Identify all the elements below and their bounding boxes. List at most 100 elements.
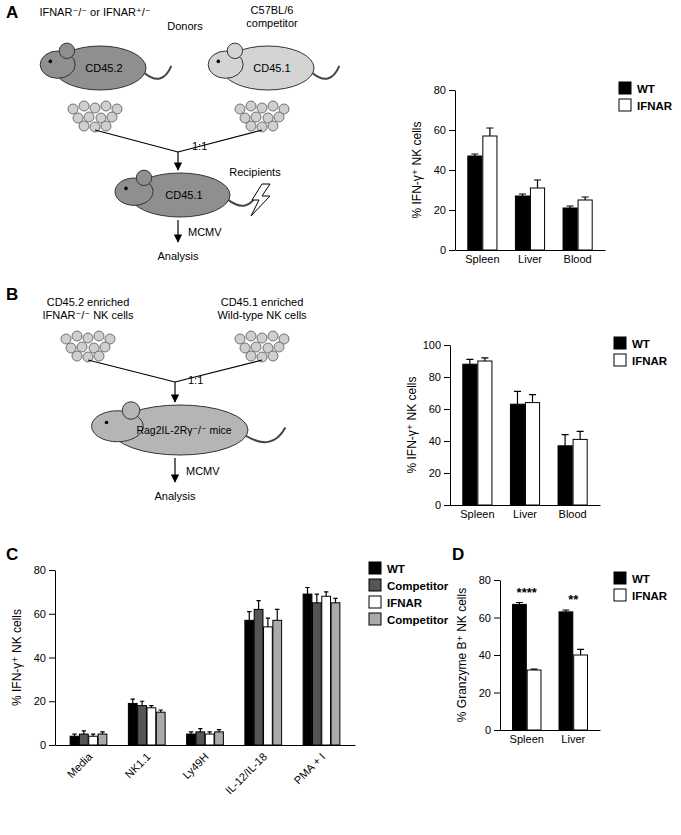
mouse-ear (136, 170, 151, 185)
bar (128, 703, 137, 745)
y-tick-mark (449, 210, 455, 211)
y-tick: 80 (34, 564, 55, 576)
error-bar (531, 668, 538, 670)
cell (72, 351, 82, 361)
bar (79, 734, 88, 745)
plot-area (513, 603, 588, 731)
y-tick-mark (449, 130, 455, 131)
bar (463, 364, 477, 505)
y-axis-line (450, 346, 451, 506)
error-bar (562, 610, 569, 612)
legend: WT IFNAR (614, 337, 668, 367)
y-tick-mark (449, 170, 455, 171)
error-bar (305, 588, 309, 595)
cell (79, 101, 89, 111)
y-axis: 020406080 (434, 84, 456, 256)
error-bar (324, 592, 328, 596)
diagram-text: 1:1 (192, 140, 207, 152)
bar (187, 734, 196, 745)
legend-label: Competitor (387, 580, 449, 592)
plot-area (468, 128, 592, 250)
annotation: ** (568, 592, 579, 607)
cell (251, 342, 261, 352)
bar (196, 732, 205, 745)
x-tick: Blood (564, 250, 592, 265)
error-bar (100, 732, 104, 734)
error-bar (72, 734, 76, 736)
diagram-text: Wild-type NK cells (217, 309, 307, 321)
legend-swatch (369, 596, 381, 608)
legend-label: WT (637, 83, 655, 95)
cell (251, 112, 261, 122)
y-tick-mark (494, 618, 500, 619)
y-axis-line (455, 91, 456, 251)
mouse-eye (217, 60, 221, 64)
y-tick: 20 (429, 467, 450, 479)
y-axis-title: % Granzyme B⁺ NK cells (455, 588, 469, 722)
legend-swatch (614, 589, 626, 601)
y-tick-mark (494, 693, 500, 694)
bar (563, 208, 577, 250)
error-bar (198, 729, 202, 732)
bar (312, 603, 321, 745)
diagram-text: CD45.1 enriched (221, 296, 304, 308)
x-tick-label: Spleen (460, 508, 494, 520)
cell (274, 342, 284, 352)
mouse-tail (312, 66, 340, 79)
y-tick-label: 0 (485, 724, 491, 736)
mouse-tail (245, 428, 286, 443)
x-tick: NK1.1 (123, 745, 153, 780)
cell (257, 333, 267, 343)
panel-label: D (452, 545, 464, 564)
connector (178, 130, 262, 152)
error-bar (149, 706, 153, 708)
cell (101, 101, 111, 111)
diagram-text: CD45.2 enriched (47, 296, 130, 308)
x-tick-label: Spleen (510, 733, 544, 745)
legend-label: IFNAR (632, 355, 668, 367)
figure: ABCDIFNAR⁻/⁻ or IFNAR⁺/⁻DonorsC57BL/6com… (0, 0, 681, 835)
legend-swatch (619, 82, 631, 94)
diagram-text: MCMV (186, 465, 220, 477)
cell (268, 331, 278, 341)
cell (274, 112, 284, 122)
y-axis: 020406080 (34, 564, 56, 751)
x-axis: SpleenLiverBlood (456, 250, 606, 265)
bar (468, 156, 482, 250)
cell (268, 351, 278, 361)
error-bar (471, 154, 478, 156)
legend-label: WT (387, 563, 405, 575)
error-bar (217, 730, 221, 732)
y-tick: 40 (479, 649, 500, 661)
error-bar (247, 612, 251, 621)
cell (268, 101, 278, 111)
y-tick: 60 (34, 608, 55, 620)
chart: 020406080100SpleenLiverBlood% IFN-γ⁺ NK … (405, 337, 668, 520)
y-tick-mark (444, 377, 450, 378)
bar (254, 609, 263, 745)
y-tick-mark (49, 570, 55, 571)
bar (273, 620, 282, 745)
y-axis-line (500, 581, 501, 731)
legend-swatch (369, 562, 381, 574)
diagram-text: MCMV (188, 226, 222, 238)
error-bar (275, 609, 279, 620)
legend: WTIFNAR (614, 572, 668, 602)
cell (246, 101, 256, 111)
error-bar (516, 603, 523, 605)
y-tick: 40 (429, 435, 450, 447)
x-tick: Spleen (460, 505, 494, 520)
y-tick-mark (494, 730, 500, 731)
x-axis-line (56, 745, 356, 746)
y-tick: 0 (40, 739, 55, 751)
y-tick-label: 0 (40, 739, 46, 751)
mouse-eye (124, 187, 128, 191)
y-tick-label: 40 (434, 164, 446, 176)
diagram-text: C57BL/6 (251, 4, 294, 16)
legend-label: WT (632, 338, 650, 350)
mouse-eye (105, 421, 109, 425)
error-bar (567, 206, 574, 208)
connector (88, 360, 175, 382)
x-tick-label: Blood (564, 253, 592, 265)
error-bar (256, 601, 260, 610)
